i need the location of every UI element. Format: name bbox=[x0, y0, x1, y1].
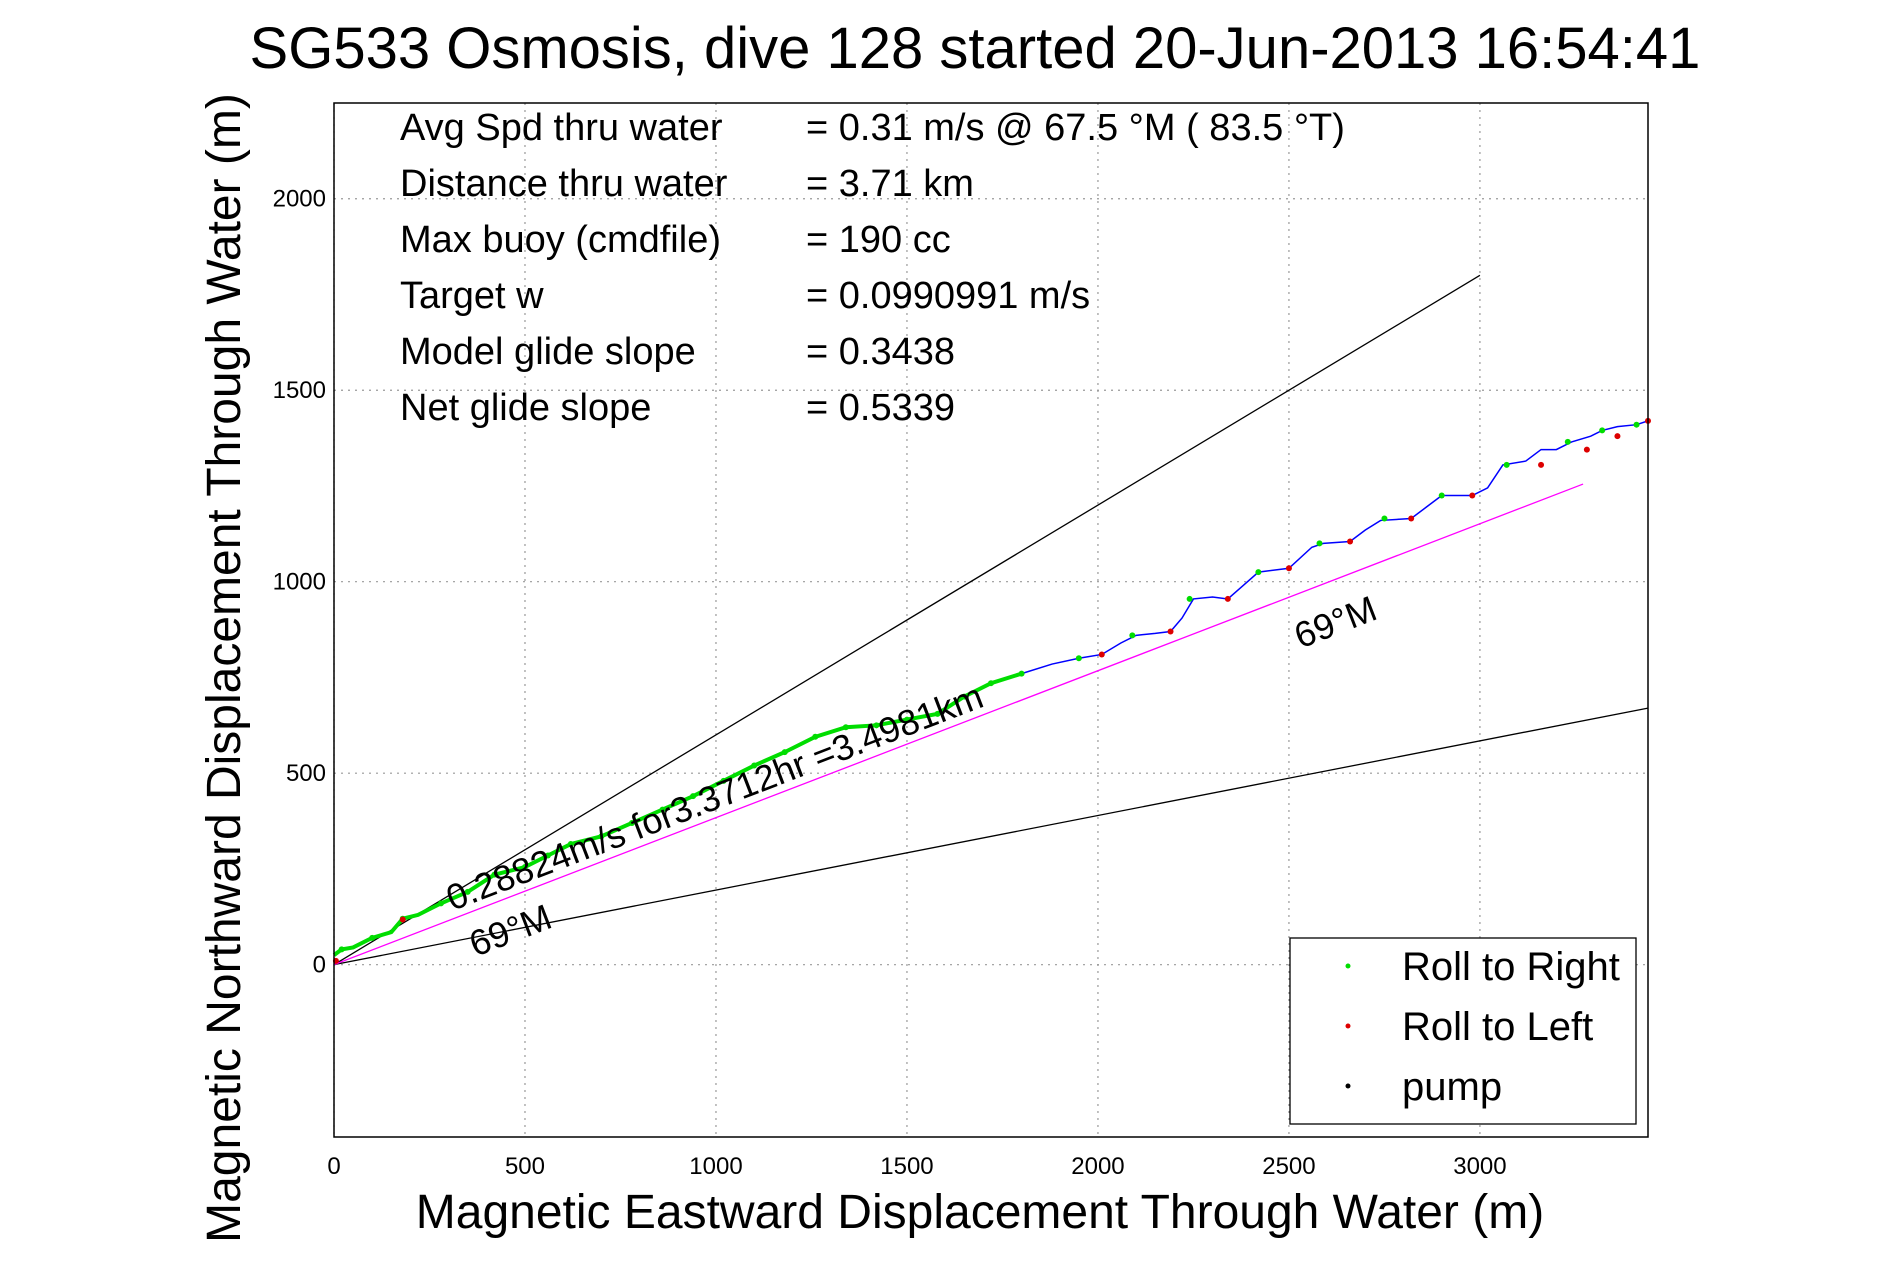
roll-to-right-point bbox=[659, 806, 666, 813]
stat-value: = 190 cc bbox=[806, 219, 951, 261]
roll-to-right-point bbox=[1633, 421, 1640, 428]
roll-to-right-point bbox=[437, 900, 444, 907]
x-tick-label: 0 bbox=[327, 1153, 340, 1180]
stat-value: = 0.5339 bbox=[806, 387, 955, 429]
roll-to-right-point bbox=[598, 833, 605, 840]
legend-entry: Roll to Right bbox=[1402, 945, 1620, 989]
plot-annotation: 69°M bbox=[1289, 588, 1383, 657]
stat-value: = 0.3438 bbox=[806, 331, 955, 373]
stat-label: Model glide slope bbox=[400, 331, 696, 373]
x-tick-label: 3000 bbox=[1453, 1153, 1506, 1180]
y-tick-label: 2000 bbox=[273, 186, 326, 213]
roll-to-left-point bbox=[1098, 651, 1105, 658]
y-tick-label: 1500 bbox=[273, 377, 326, 404]
x-tick-label: 2000 bbox=[1071, 1153, 1124, 1180]
tick-labels: 0 500 1000 1500 2000 2500 3000 0 500 1000 1500 2000 bbox=[273, 186, 1507, 1180]
roll-to-right-point bbox=[1129, 632, 1136, 639]
stat-label: Max buoy (cmdfile) bbox=[400, 219, 721, 261]
reference-line bbox=[333, 274, 1481, 966]
x-tick-label: 1500 bbox=[880, 1153, 933, 1180]
stats-block: Avg Spd thru water = 0.31 m/s @ 67.5 °M (… bbox=[400, 107, 1345, 429]
plot-frame bbox=[333, 102, 1649, 1138]
roll-to-left-point bbox=[1347, 538, 1354, 545]
roll-to-right-point bbox=[1186, 595, 1193, 602]
roll-to-right-point bbox=[873, 722, 880, 729]
stat-label: Net glide slope bbox=[400, 387, 651, 429]
roll-to-right-point bbox=[1564, 438, 1571, 445]
chart-title: SG533 Osmosis, dive 128 started 20-Jun-2… bbox=[250, 16, 1701, 81]
roll-to-right-point bbox=[903, 716, 910, 723]
y-tick-label: 500 bbox=[286, 760, 326, 787]
roll-to-right-point bbox=[961, 693, 968, 700]
roll-right-trace bbox=[332, 671, 1023, 957]
roll-to-right-point bbox=[842, 724, 849, 731]
roll-to-right-point bbox=[491, 871, 498, 878]
plot-annotation: 0.28824m/s for3.3712hr =3.4981km bbox=[441, 675, 989, 918]
roll-to-right-point bbox=[988, 680, 994, 687]
series-layer bbox=[332, 417, 1651, 964]
roll-to-left-point bbox=[1285, 565, 1292, 572]
roll-to-right-point bbox=[369, 934, 376, 941]
roll-to-right-point bbox=[934, 710, 941, 717]
roll-to-right-point bbox=[1075, 655, 1082, 662]
roll-to-right-point bbox=[628, 819, 635, 826]
x-tick-label: 2500 bbox=[1262, 1153, 1315, 1180]
roll-to-right-point bbox=[1599, 427, 1606, 434]
roll-to-right-point bbox=[781, 749, 788, 756]
reference-lines bbox=[333, 274, 1649, 966]
roll-to-left-point bbox=[1583, 446, 1590, 453]
roll-to-left-point bbox=[1469, 492, 1476, 499]
roll-to-right-point bbox=[1438, 492, 1445, 499]
stat-label: Distance thru water bbox=[400, 163, 728, 205]
x-axis-label: Magnetic Eastward Displacement Through W… bbox=[416, 1186, 1544, 1239]
legend: Roll to Right Roll to Left pump bbox=[1289, 937, 1637, 1125]
legend-marker bbox=[1345, 963, 1351, 969]
roll-to-right-point bbox=[338, 946, 345, 953]
legend-entry: Roll to Left bbox=[1402, 1005, 1593, 1049]
roll-to-right-point bbox=[1316, 540, 1323, 547]
roll-to-left-point bbox=[399, 916, 406, 923]
roll-to-right-point bbox=[812, 733, 819, 740]
y-axis-label: Magnetic Northward Displacement Through … bbox=[198, 93, 251, 1243]
legend-marker bbox=[1345, 1023, 1351, 1029]
roll-to-left-point bbox=[1538, 461, 1545, 468]
roll-to-left-point bbox=[1614, 433, 1621, 440]
reference-line bbox=[333, 483, 1584, 966]
roll-to-right-point bbox=[567, 841, 574, 848]
stat-label: Avg Spd thru water bbox=[400, 107, 723, 149]
legend-entry: pump bbox=[1402, 1065, 1502, 1109]
roll-to-right-point bbox=[521, 864, 528, 871]
roll-to-left-point bbox=[1408, 515, 1415, 522]
roll-to-right-point bbox=[464, 888, 471, 895]
roll-to-right-point bbox=[751, 762, 758, 769]
y-tick-label: 1000 bbox=[273, 569, 326, 596]
stat-value: = 0.0990991 m/s bbox=[806, 275, 1090, 317]
roll-to-right-point bbox=[720, 777, 727, 784]
roll-to-right-point bbox=[1503, 461, 1510, 468]
roll-to-right-point bbox=[690, 793, 697, 800]
roll-to-right-point bbox=[1018, 670, 1025, 677]
x-tick-label: 500 bbox=[505, 1153, 545, 1180]
roll-to-left-point bbox=[1224, 595, 1231, 602]
roll-to-left-point bbox=[1167, 628, 1174, 635]
reference-line bbox=[333, 707, 1649, 966]
y-tick-label: 0 bbox=[313, 952, 326, 979]
roll-to-right-point bbox=[544, 852, 551, 859]
legend-marker bbox=[1345, 1083, 1351, 1089]
roll-to-right-point bbox=[1255, 569, 1262, 576]
stat-value: = 0.31 m/s @ 67.5 °M ( 83.5 °T) bbox=[806, 107, 1345, 149]
legend-box bbox=[1289, 937, 1637, 1125]
stat-label: Target w bbox=[400, 275, 544, 317]
x-tick-label: 1000 bbox=[689, 1153, 742, 1180]
roll-to-right-point bbox=[1381, 515, 1388, 522]
stat-value: = 3.71 km bbox=[806, 163, 974, 205]
